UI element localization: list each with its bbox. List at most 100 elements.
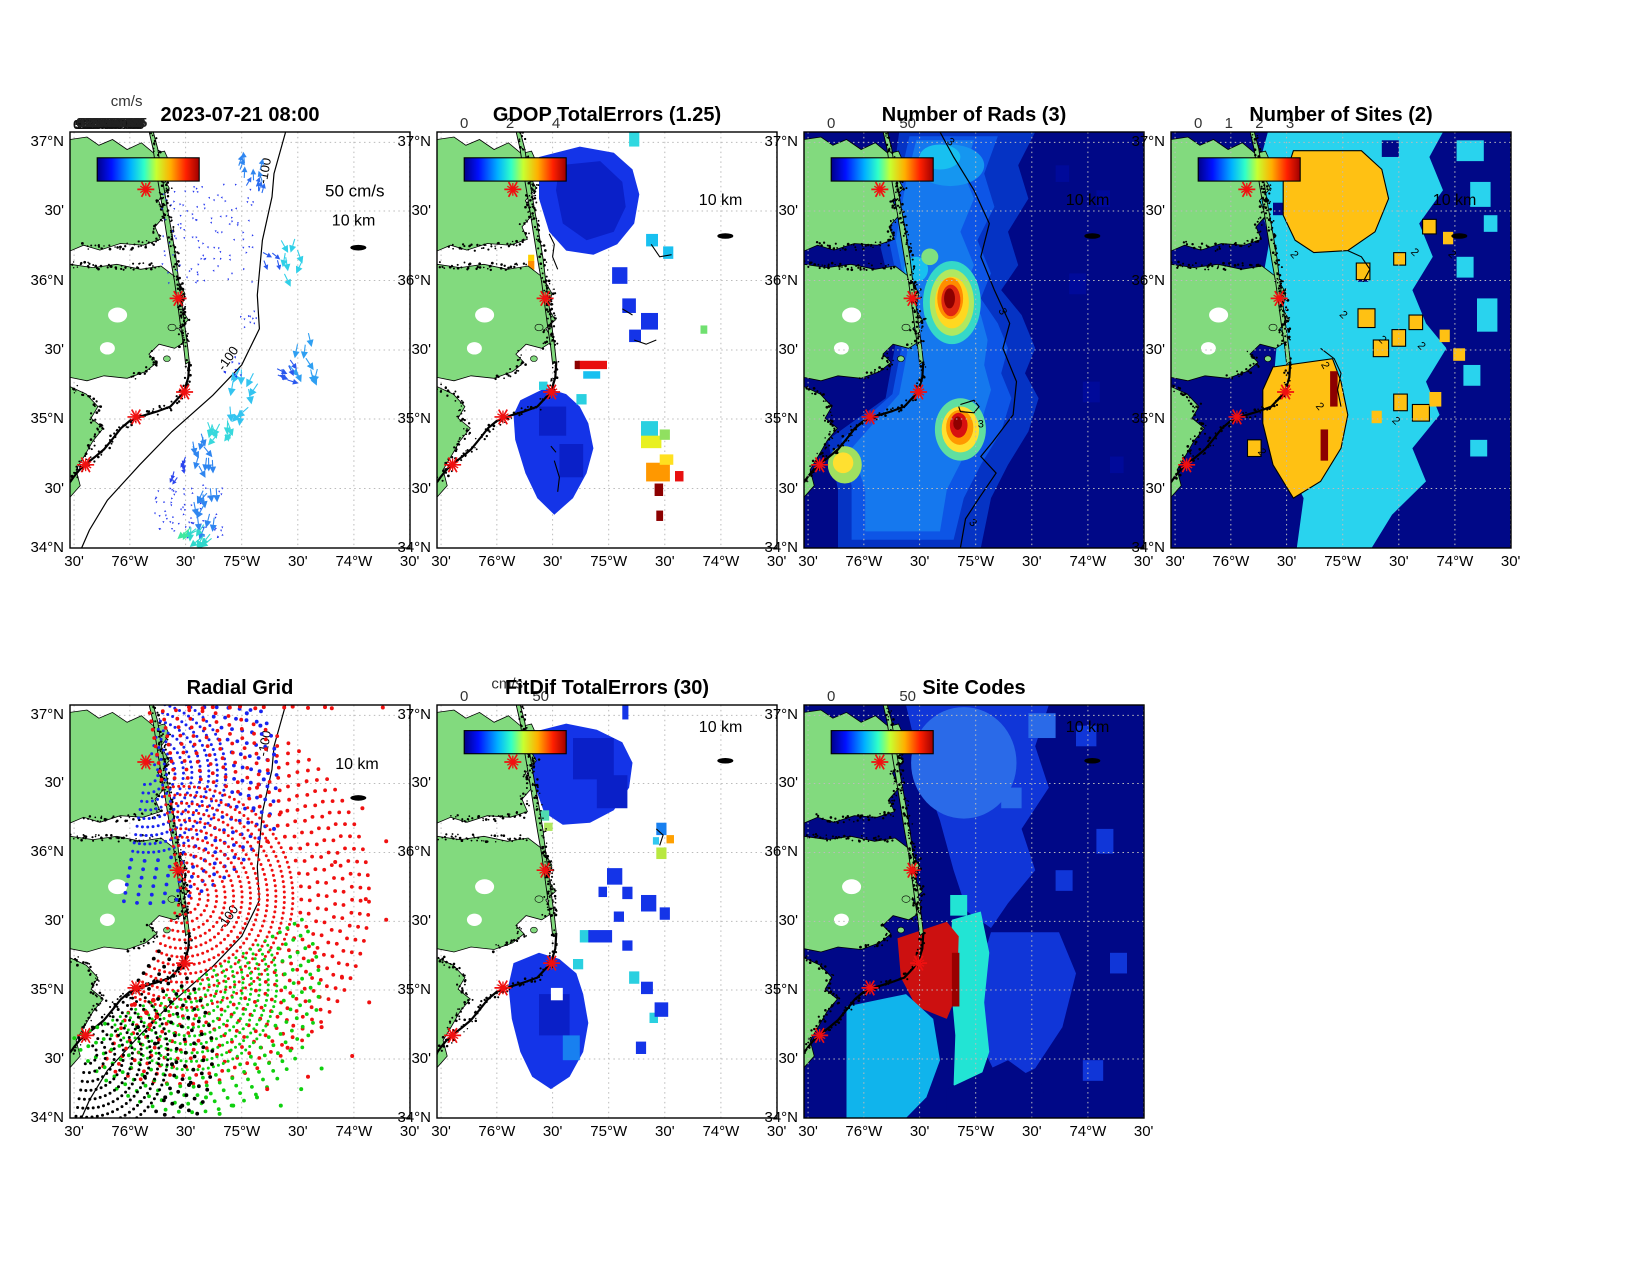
contour-label: -100 bbox=[255, 729, 274, 757]
site-marker bbox=[871, 181, 889, 198]
x-axis-tick-label: 75°W bbox=[957, 553, 995, 570]
site-marker bbox=[861, 980, 879, 996]
colorbar-tick-label: 50 bbox=[899, 688, 916, 705]
scatter-dot bbox=[319, 1066, 324, 1071]
x-axis-tick-label: 30' bbox=[798, 553, 818, 570]
contour-line bbox=[634, 339, 657, 345]
y-axis-tick-label: 36°N bbox=[397, 843, 431, 861]
y-axis-tick-label: 34°N bbox=[764, 1109, 798, 1126]
scatter-dot bbox=[231, 1103, 236, 1108]
scatter-dot bbox=[306, 1074, 310, 1079]
x-axis-tick-label: 76°W bbox=[478, 1123, 516, 1140]
y-axis-tick-label: 30' bbox=[44, 479, 64, 497]
x-axis-tick-label: 75°W bbox=[957, 1123, 995, 1140]
scalebar-label: 10 km bbox=[1433, 192, 1477, 209]
x-axis-tick-label: 30' bbox=[909, 1123, 930, 1140]
x-axis-tick-label: 30' bbox=[1133, 1123, 1154, 1140]
contour-label: 2 bbox=[1318, 360, 1331, 371]
scatter-dot bbox=[200, 706, 205, 711]
panel-title-radialgrid: Radial Grid bbox=[186, 677, 294, 699]
plot-frame bbox=[803, 131, 1145, 549]
y-axis-tick-label: 35°N bbox=[397, 980, 431, 998]
panel-gdop: 0 2 4 10 km bbox=[436, 115, 778, 549]
scalebar-label: 10 km bbox=[1066, 719, 1110, 736]
scatter-dot bbox=[265, 839, 270, 844]
y-axis-tick-label: 36°N bbox=[764, 843, 798, 861]
x-axis-tick-label: 30' bbox=[1133, 553, 1154, 570]
scatter-dot bbox=[187, 1082, 191, 1087]
site-marker bbox=[77, 457, 95, 473]
site-marker bbox=[910, 384, 928, 400]
x-axis-tick-label: 30' bbox=[1022, 553, 1042, 570]
y-axis-tick-label: 37°N bbox=[397, 133, 431, 151]
scatter-dot bbox=[265, 1087, 270, 1092]
scalebar-label: 10 km bbox=[335, 756, 379, 773]
site-marker bbox=[127, 409, 145, 425]
scalebar bbox=[1451, 233, 1468, 239]
scatter-dot bbox=[278, 810, 283, 815]
scatter-dot bbox=[144, 1010, 149, 1016]
site-marker bbox=[1238, 181, 1256, 198]
map-canvas-currents: -100-10005101520253035404550556065707580… bbox=[69, 93, 411, 549]
contour-label: 3 bbox=[995, 306, 1008, 317]
scatter-dot bbox=[384, 917, 389, 922]
scatter-dot bbox=[299, 1087, 304, 1092]
site-marker bbox=[1228, 409, 1246, 425]
colorbar-tick-label: 0 bbox=[1194, 115, 1202, 132]
scatter-dot bbox=[153, 1041, 157, 1046]
x-axis-tick-label: 30' bbox=[175, 553, 196, 570]
y-axis-tick-label: 34°N bbox=[1131, 539, 1165, 556]
scatter-dot bbox=[290, 705, 295, 709]
site-marker bbox=[903, 862, 921, 878]
site-marker bbox=[543, 384, 561, 400]
contour-line bbox=[939, 132, 1018, 548]
contour-line bbox=[655, 828, 664, 846]
scatter-dot bbox=[238, 705, 242, 709]
x-axis-tick-label: 30' bbox=[399, 1123, 420, 1140]
site-marker bbox=[504, 754, 522, 770]
y-axis-tick-label: 30' bbox=[778, 774, 798, 792]
scatter-dot bbox=[333, 859, 338, 864]
contour-line bbox=[622, 308, 633, 316]
y-axis-tick-label: 30' bbox=[1145, 202, 1165, 220]
y-axis-tick-label: 34°N bbox=[30, 539, 64, 556]
site-marker bbox=[176, 384, 194, 400]
colorbar-tick-label: 0 bbox=[460, 115, 468, 132]
site-marker bbox=[903, 290, 921, 307]
x-axis-tick-label: 74°W bbox=[702, 553, 740, 570]
scatter-dot bbox=[187, 705, 191, 710]
panel-title-fitdif: FitDif TotalErrors (30) bbox=[504, 677, 710, 699]
y-axis-tick-label: 30' bbox=[44, 202, 64, 220]
panel-title-currents: 2023-07-21 08:00 bbox=[160, 104, 320, 126]
panel-numsites: 2 2 2 2 2 2 2 2 2 2 0 1 2 3 10 km bbox=[1170, 115, 1512, 549]
site-marker bbox=[811, 1027, 829, 1044]
x-axis-tick-label: 30' bbox=[431, 1123, 451, 1140]
scalebar bbox=[350, 795, 367, 801]
y-axis-tick-label: 30' bbox=[778, 479, 798, 497]
map-canvas-fitdif: 0 50 cm/s 10 km bbox=[436, 675, 778, 1119]
site-marker bbox=[811, 457, 829, 473]
scatter-dot bbox=[340, 975, 344, 980]
contour-line bbox=[1320, 347, 1342, 407]
scatter-dot bbox=[255, 1095, 259, 1100]
site-marker bbox=[543, 955, 561, 971]
site-marker bbox=[494, 409, 512, 425]
scatter-dot bbox=[282, 705, 287, 710]
y-axis-tick-label: 37°N bbox=[764, 706, 798, 724]
x-axis-tick-label: 30' bbox=[288, 553, 308, 570]
scatter-dot bbox=[258, 723, 263, 728]
y-axis-tick-label: 30' bbox=[44, 912, 64, 930]
x-axis-tick-label: 30' bbox=[798, 1123, 818, 1140]
panel-title-numsites: Number of Sites (2) bbox=[1249, 104, 1433, 126]
y-axis-tick-label: 30' bbox=[1145, 479, 1165, 497]
y-axis-tick-label: 30' bbox=[411, 1049, 431, 1067]
radial-fan bbox=[72, 917, 321, 1115]
x-axis-tick-label: 76°W bbox=[111, 1123, 149, 1140]
y-axis-tick-label: 34°N bbox=[30, 1109, 64, 1126]
scatter-dot bbox=[363, 897, 368, 902]
scatter-dot bbox=[380, 705, 385, 710]
panel-currents: -100 -100 05101520253035404550556065707580… bbox=[69, 93, 411, 549]
